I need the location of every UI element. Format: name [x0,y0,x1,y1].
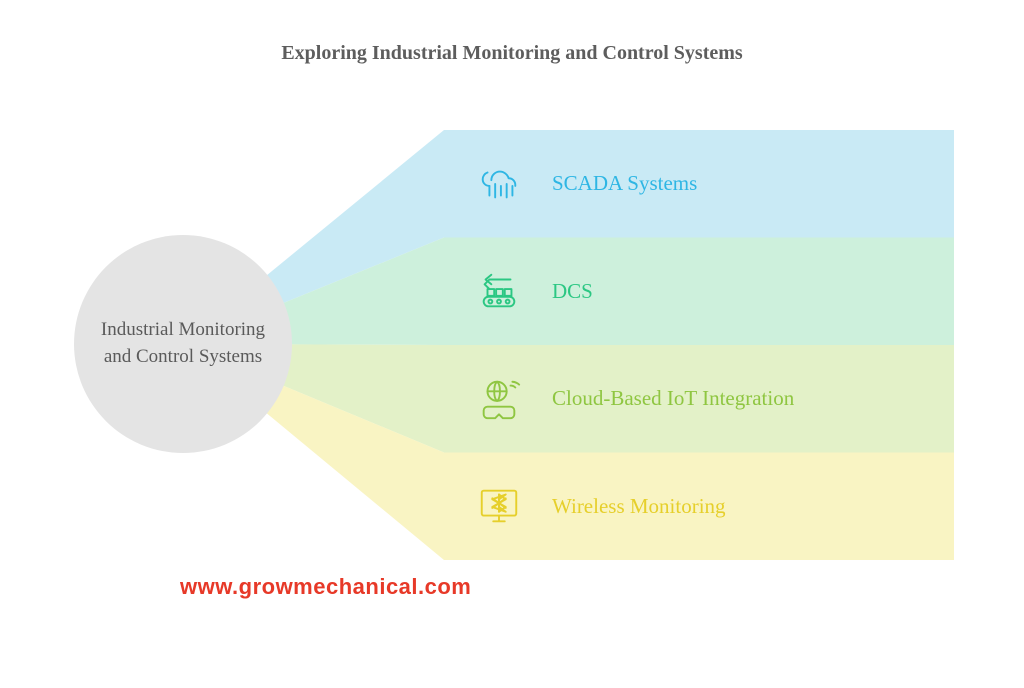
hub-circle: Industrial Monitoring and Control System… [74,235,292,453]
branch-label: DCS [552,279,593,304]
branch-row: Cloud-Based IoT Integration [444,345,954,453]
branch-label: SCADA Systems [552,171,697,196]
branch-label: Cloud-Based IoT Integration [552,386,794,411]
vr-globe-icon [472,372,526,426]
watermark-text: www.growmechanical.com [180,574,471,600]
branch-row: DCS [444,238,954,346]
page-title: Exploring Industrial Monitoring and Cont… [0,42,1024,65]
branch-row: SCADA Systems [444,130,954,238]
branch-list: SCADA Systems DCS Cloud-Based IoT Integr… [444,130,954,560]
bluetooth-screen-icon [472,479,526,533]
cloud-compute-icon [472,157,526,211]
branch-row: Wireless Monitoring [444,453,954,561]
branch-label: Wireless Monitoring [552,494,726,519]
diagram-canvas: Industrial Monitoring and Control System… [74,130,954,560]
conveyor-return-icon [472,264,526,318]
hub-label: Industrial Monitoring and Control System… [94,317,272,370]
